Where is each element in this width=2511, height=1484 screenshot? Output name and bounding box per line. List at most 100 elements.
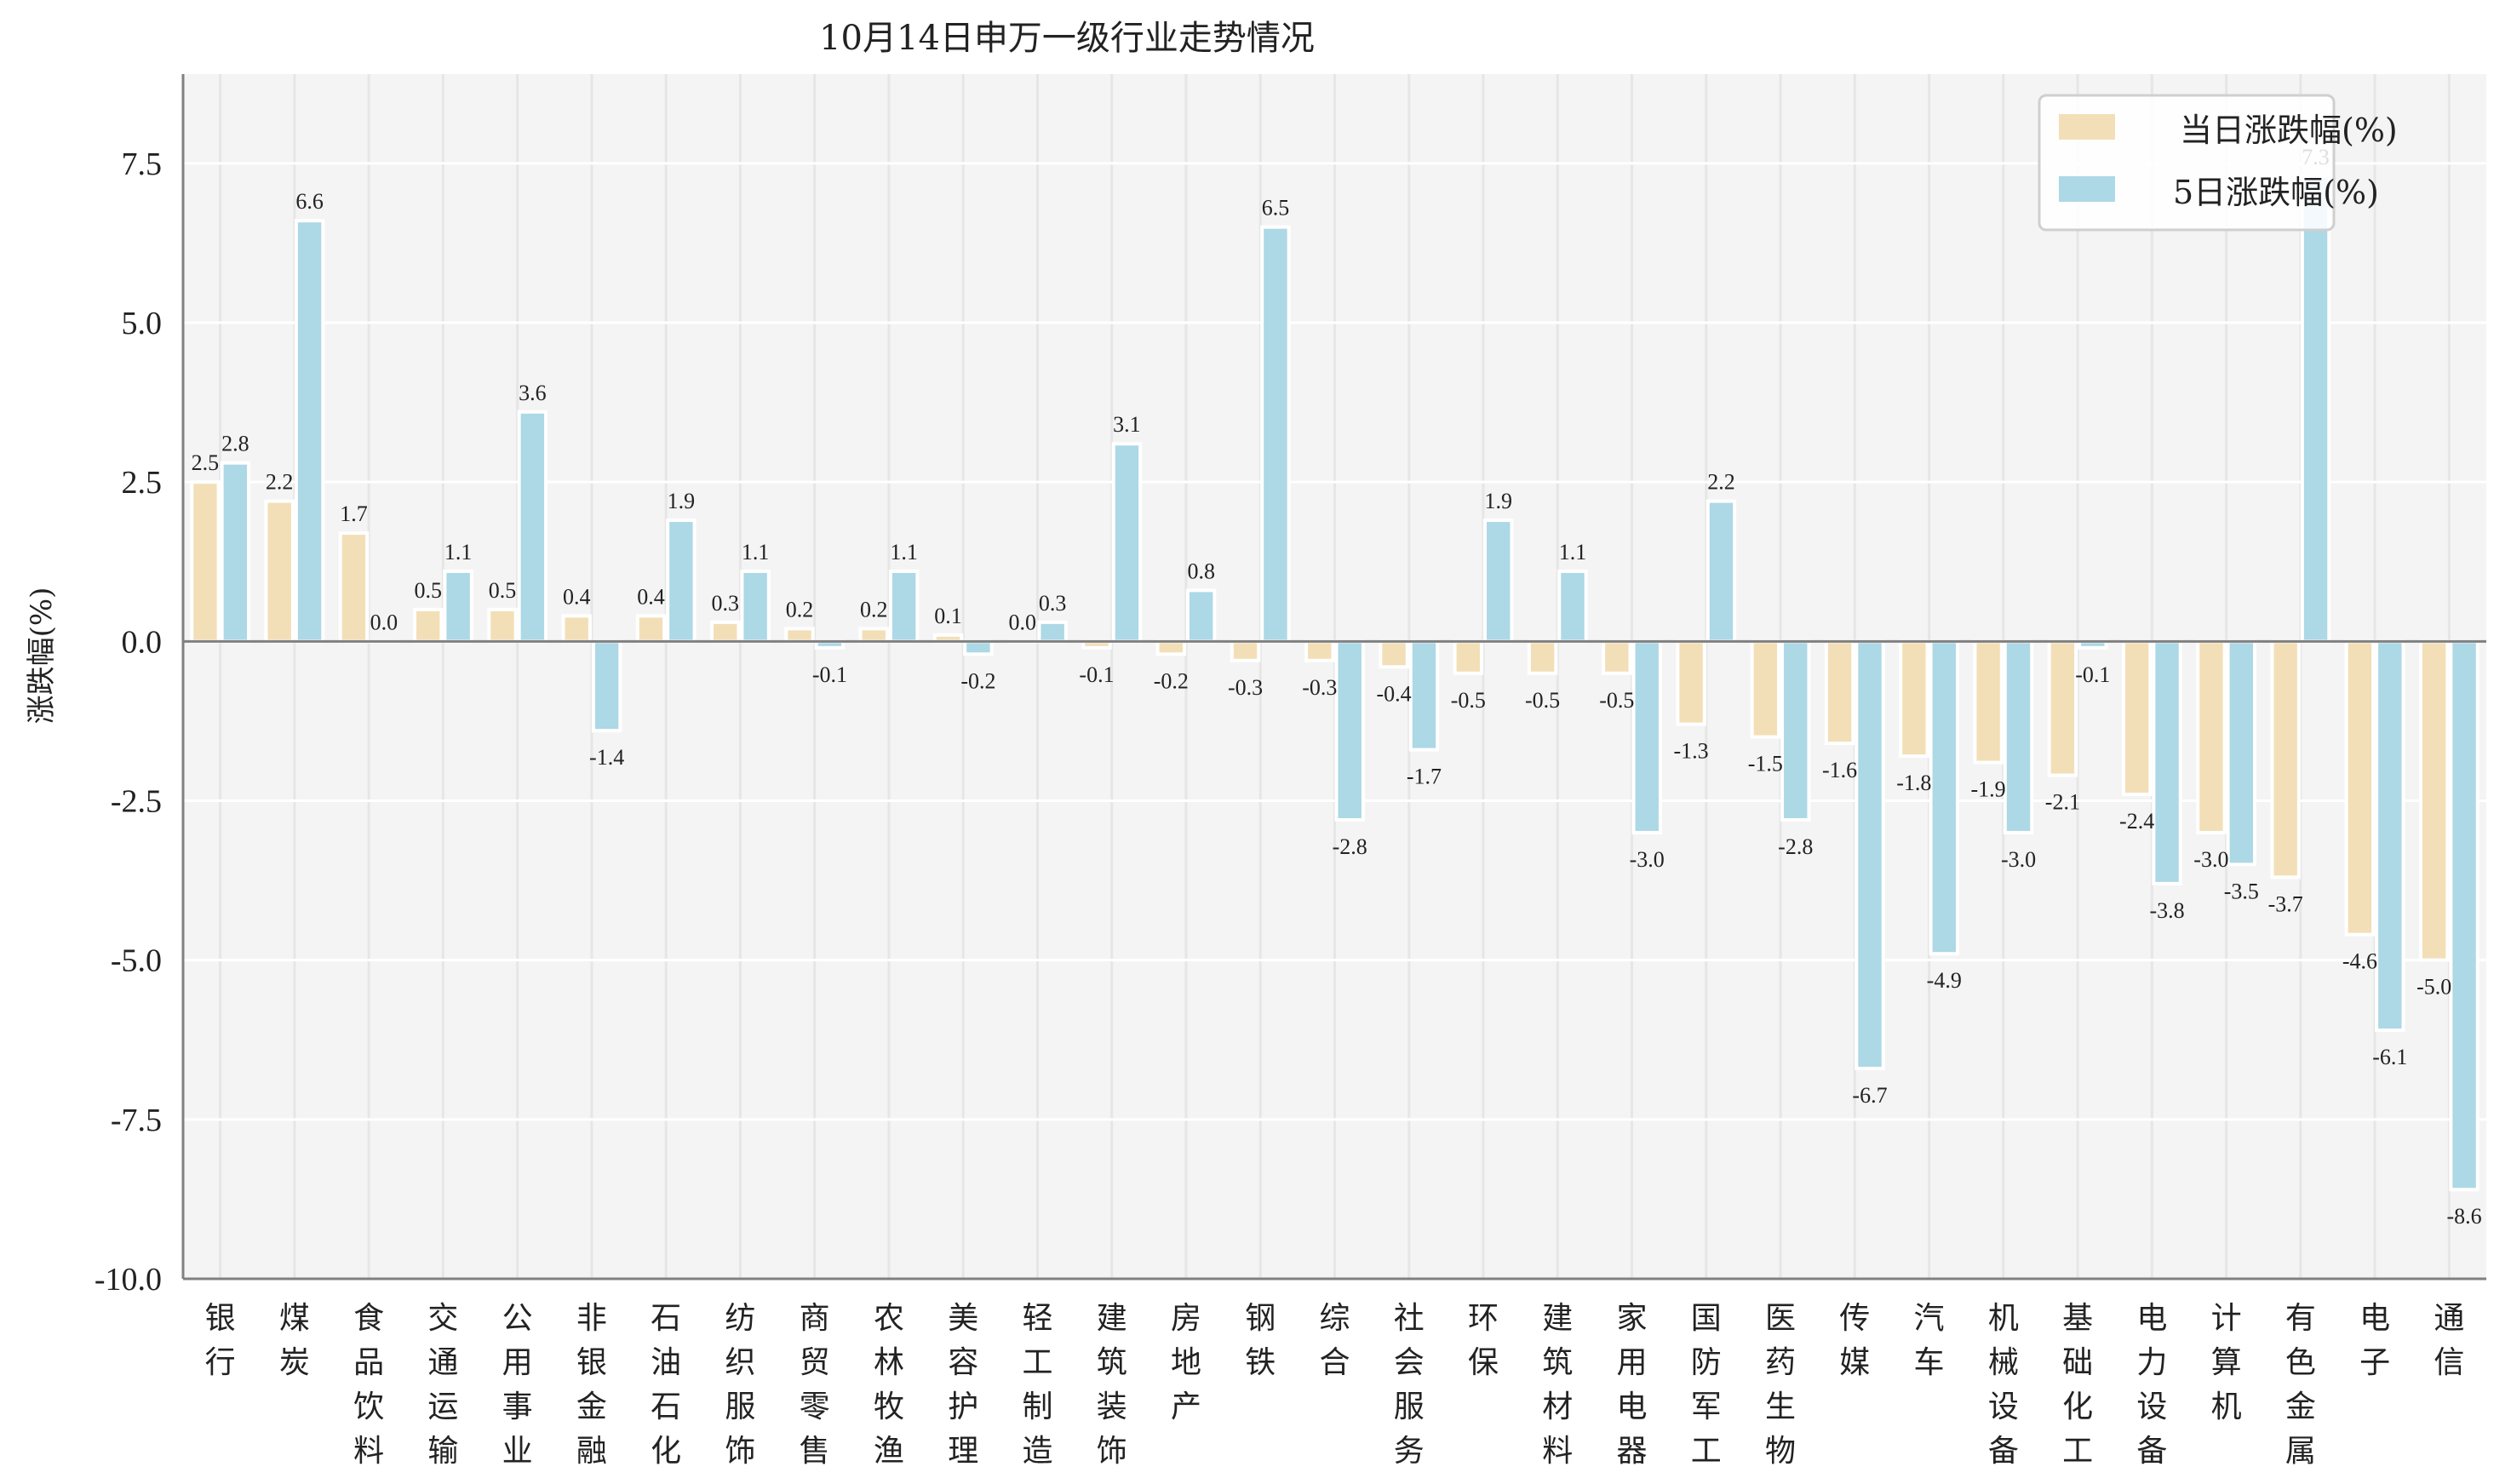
bar-5day — [2003, 639, 2034, 834]
x-tick-label: 电力设备 — [2136, 1301, 2167, 1469]
bar-daily — [2418, 639, 2450, 962]
data-label-5day: 6.5 — [1262, 196, 1290, 221]
x-tick-label: 石油石化 — [651, 1301, 681, 1469]
data-label-daily: 0.4 — [637, 584, 665, 609]
data-label-5day: -0.1 — [812, 662, 847, 687]
data-label-daily: 0.4 — [563, 584, 591, 609]
bar-5day — [2300, 174, 2331, 644]
x-tick-label: 通信 — [2434, 1301, 2464, 1380]
data-label-5day: -3.0 — [1630, 847, 1665, 872]
bar-5day — [2375, 639, 2405, 1033]
data-label-5day: 1.1 — [1559, 540, 1587, 564]
data-label-daily: -0.5 — [1451, 688, 1486, 713]
bar-daily — [2121, 639, 2153, 797]
data-label-5day: -3.8 — [2149, 898, 2184, 923]
bar-5day — [1037, 620, 1068, 644]
bar-5day — [1557, 569, 1588, 644]
y-tick-label: 0.0 — [122, 624, 163, 660]
bars — [190, 174, 2479, 1192]
bar-5day — [294, 219, 325, 644]
bar-daily — [338, 531, 370, 644]
legend-label-daily: 当日涨跌幅(%) — [2180, 112, 2398, 149]
legend-label-5day: 5日涨跌幅(%) — [2173, 174, 2379, 211]
data-label-daily: -1.8 — [1896, 771, 1931, 795]
x-tick-label: 非银金融 — [576, 1301, 607, 1469]
data-label-daily: -2.4 — [2119, 809, 2154, 834]
data-label-5day: -6.7 — [1852, 1083, 1887, 1108]
y-tick-label: -5.0 — [111, 943, 162, 979]
x-tick-label: 社会服务 — [1394, 1301, 1425, 1469]
x-tick-label: 美容护理 — [948, 1301, 978, 1469]
bar-5day — [443, 569, 473, 644]
bar-daily — [412, 607, 444, 644]
bar-daily — [2196, 639, 2227, 834]
legend-swatch-5day — [2059, 176, 2115, 202]
bar-5day — [740, 569, 771, 644]
bar-5day — [1185, 588, 1217, 644]
data-label-daily: -1.3 — [1673, 739, 1708, 764]
bar-5day — [1111, 442, 1143, 644]
y-tick-label: 5.0 — [122, 306, 163, 341]
x-tick-label: 钢铁 — [1245, 1301, 1276, 1380]
data-label-5day: 0.3 — [1039, 591, 1067, 616]
x-tick-label: 汽车 — [1914, 1301, 1945, 1380]
x-tick-label: 基础化工 — [2062, 1301, 2093, 1469]
data-label-daily: -0.4 — [1376, 681, 1411, 706]
data-label-5day: 1.9 — [668, 489, 696, 513]
x-tick-label: 环保 — [1468, 1301, 1499, 1380]
data-label-daily: 0.0 — [1009, 610, 1037, 634]
bar-daily — [487, 607, 518, 644]
chart-title: 10月14日申万一级行业走势情况 — [819, 19, 1315, 58]
data-label-daily: 0.2 — [860, 597, 888, 622]
data-label-5day: 2.2 — [1707, 470, 1735, 495]
data-label-daily: -3.0 — [2193, 847, 2228, 872]
data-label-daily: 2.2 — [266, 470, 294, 495]
y-axis-ticks: -10.0 -7.5 -5.0 -2.5 0.0 2.5 5.0 7.5 — [95, 146, 162, 1298]
bar-5day — [1929, 639, 1959, 956]
data-label-daily: -4.6 — [2342, 949, 2377, 974]
bar-daily — [190, 480, 221, 644]
bar-5day — [1780, 639, 1811, 822]
y-axis-label: 涨跌幅(%) — [25, 587, 59, 725]
bar-5day — [1408, 639, 1440, 752]
x-tick-label: 有色金属 — [2285, 1301, 2316, 1469]
data-label-daily: -2.1 — [2045, 790, 2080, 815]
bar-5day — [666, 519, 697, 644]
bar-5day — [2449, 639, 2479, 1192]
data-label-5day: -3.0 — [2001, 847, 2036, 872]
data-label-daily: 1.7 — [340, 501, 368, 526]
data-label-daily: -0.5 — [1599, 688, 1634, 713]
bar-5day — [2152, 639, 2182, 885]
y-tick-label: -10.0 — [95, 1262, 162, 1298]
bar-daily — [561, 614, 592, 644]
bar-daily — [1824, 639, 1855, 746]
legend-swatch-daily — [2059, 114, 2115, 140]
data-label-daily: 0.2 — [786, 597, 814, 622]
bar-daily — [1676, 639, 1706, 726]
data-label-daily: -1.9 — [1971, 777, 2006, 802]
x-tick-label: 建筑装饰 — [1097, 1301, 1127, 1469]
y-tick-label: 7.5 — [122, 146, 163, 182]
bar-daily — [1230, 639, 1261, 662]
x-tick-label: 医药生物 — [1765, 1301, 1796, 1469]
bar-5day — [2226, 639, 2257, 867]
data-label-5day: -1.4 — [589, 745, 624, 770]
data-label-5day: 3.6 — [519, 381, 547, 405]
x-tick-label: 国防军工 — [1691, 1301, 1722, 1469]
bar-5day — [220, 461, 251, 644]
x-tick-label: 家用电器 — [1617, 1301, 1648, 1469]
x-tick-label: 轻工制造 — [1022, 1301, 1052, 1469]
data-label-5day: 6.6 — [295, 189, 324, 214]
data-label-5day: 3.1 — [1113, 412, 1141, 437]
bar-5day — [517, 410, 548, 644]
bar-5day — [1483, 519, 1514, 644]
data-label-daily: 2.5 — [192, 450, 220, 475]
data-label-daily: 0.5 — [489, 578, 517, 603]
bar-daily — [2344, 639, 2376, 937]
data-label-daily: -0.3 — [1228, 675, 1263, 700]
data-label-5day: 1.1 — [444, 540, 473, 564]
x-tick-label: 传媒 — [1839, 1301, 1870, 1380]
data-labels: 2.5 2.2 1.7 0.5 0.5 0.4 0.4 0.3 0.2 0.2 0.1 0.0 -0.1… — [192, 145, 2482, 1229]
bar-5day — [591, 639, 622, 733]
